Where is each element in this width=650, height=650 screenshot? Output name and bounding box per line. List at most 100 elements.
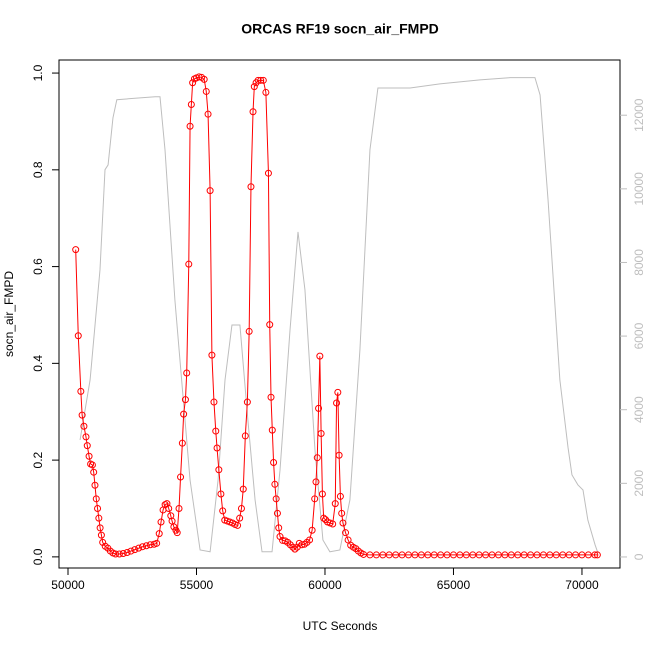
data-point [336,492,344,500]
data-point [239,485,247,493]
data-point [243,398,251,406]
data-point [202,87,210,95]
data-point [271,480,279,488]
data-point [210,398,218,406]
data-point [96,524,104,532]
series-line [75,76,598,556]
data-point [78,411,86,419]
data-point [237,504,245,512]
y-tick-label: 0.2 [31,451,45,468]
y-tick-label: 0.8 [31,161,45,178]
y-tick-label: 0.6 [31,258,45,275]
x-tick-label: 70000 [565,578,599,592]
data-point [268,426,276,434]
data-point [320,514,328,522]
x-tick-label: 50000 [51,578,85,592]
data-point [88,461,96,469]
data-point [82,433,90,441]
data-point [339,519,347,527]
data-point [247,183,255,191]
data-point [92,495,100,503]
data-point [153,539,161,547]
data-point [275,524,283,532]
data-point [185,260,193,268]
data-point [313,454,321,462]
y2-tick-label: 6000 [632,322,646,349]
data-point [74,332,82,340]
data-point [333,399,341,407]
plot-box [58,59,621,569]
data-point [208,351,216,359]
x-axis-label: UTC Seconds [303,619,378,633]
y-tick-label: 1.0 [31,64,45,81]
data-point [316,352,324,360]
data-point [112,550,120,558]
y2-tick-label: 10000 [632,172,646,206]
data-point [257,76,265,84]
data-point [186,122,194,130]
data-point [204,110,212,118]
data-point [331,500,339,508]
y-tick-label: 0.4 [31,355,45,372]
data-point [241,432,249,440]
y2-tick-label: 2000 [632,470,646,497]
data-point [183,369,191,377]
data-point [123,549,131,557]
data-point [254,76,262,84]
data-point [289,543,297,551]
data-point [270,459,278,467]
y2-tick-label: 0 [632,553,646,560]
data-point [180,410,188,418]
data-point [306,536,314,544]
data-point [259,76,267,84]
data-point [170,523,178,531]
data-point [264,169,272,177]
chart-title: ORCAS RF19 socn_air_FMPD [241,21,439,37]
data-point [311,495,319,503]
data-point [187,101,195,109]
data-point [262,88,270,96]
data-point [250,83,258,91]
data-point [272,495,280,503]
data-point [94,504,102,512]
data-point [219,507,227,515]
data-point [312,478,320,486]
data-point [338,509,346,517]
y2-tick-label: 4000 [632,396,646,423]
data-point [266,321,274,329]
data-point [177,473,185,481]
data-point [234,521,242,529]
data-point [342,529,350,537]
data-point [80,422,88,430]
data-point [329,520,337,528]
data-point [245,327,253,335]
y2-tick-label: 8000 [632,249,646,276]
data-point [115,550,123,558]
series-line [79,77,599,554]
data-point [165,504,173,512]
data-point [178,439,186,447]
data-point [273,509,281,517]
data-point [163,500,171,508]
data-point [200,75,208,83]
data-point [181,396,189,404]
data-point [131,546,139,554]
data-point [97,531,105,539]
data-point [213,444,221,452]
data-point [77,387,85,395]
y2-tick-label: 12000 [632,98,646,132]
data-point [85,452,93,460]
data-point [318,490,326,498]
data-point [127,547,135,555]
data-point [173,529,181,537]
data-point [135,544,143,552]
x-tick-label: 55000 [180,578,214,592]
data-point [236,514,244,522]
data-point [157,518,165,526]
data-point [90,468,98,476]
data-point [215,466,223,474]
data-point [593,551,601,559]
data-point [317,430,325,438]
data-point [212,427,220,435]
data-point [175,504,183,512]
